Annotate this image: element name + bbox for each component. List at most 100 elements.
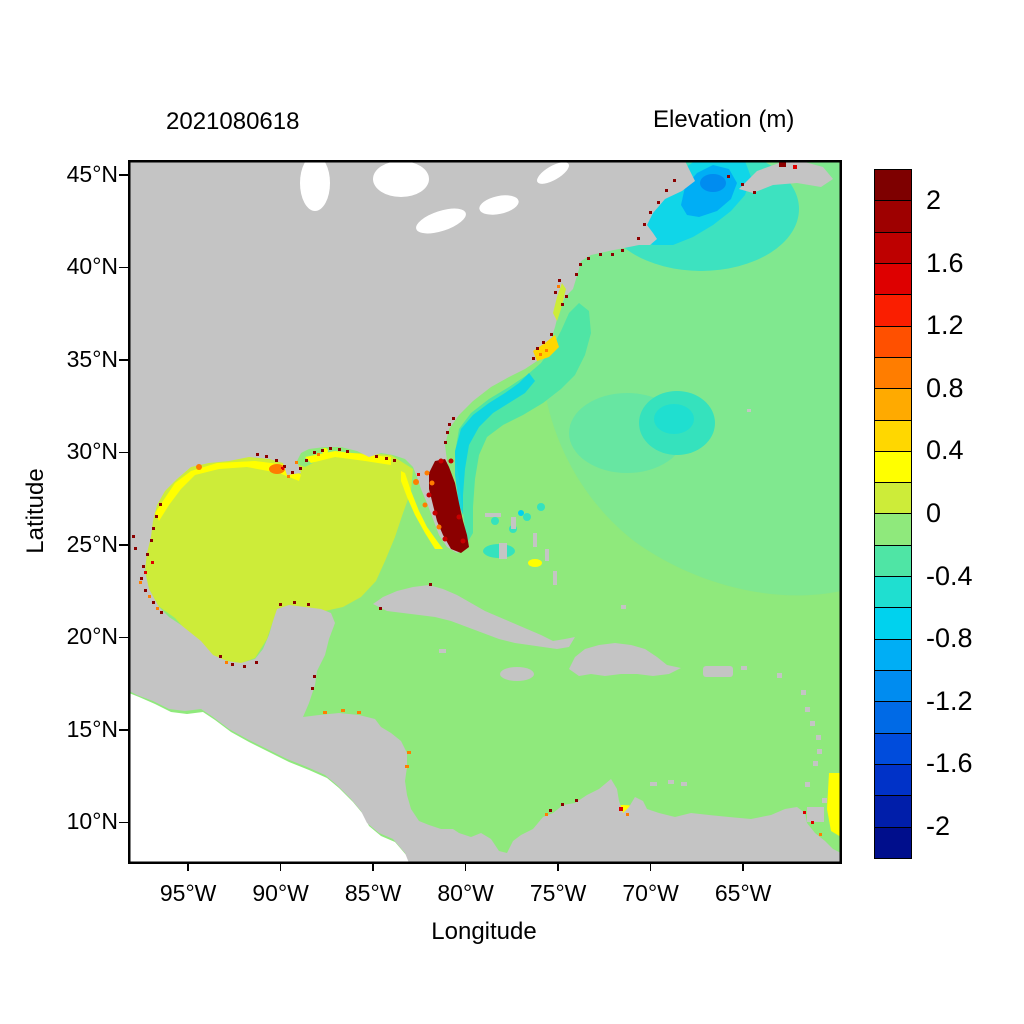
colorbar-cell bbox=[875, 577, 911, 609]
colorbar-cell bbox=[875, 702, 911, 734]
y-tick-label: 30°N bbox=[66, 438, 118, 465]
x-tick-mark bbox=[187, 862, 189, 871]
x-tick-mark bbox=[279, 862, 282, 871]
colorbar-tick-label: 0.8 bbox=[926, 372, 964, 403]
y-tick-label: 20°N bbox=[66, 623, 118, 650]
colorbar-cell bbox=[875, 483, 911, 515]
map-svg bbox=[129, 161, 841, 863]
x-tick-mark bbox=[742, 862, 744, 871]
colorbar-cell bbox=[875, 263, 911, 296]
x-tick-mark bbox=[464, 862, 467, 871]
x-axis-label: Longitude bbox=[431, 918, 537, 945]
colorbar-cell bbox=[875, 232, 911, 264]
coastal-high-water-speckles-orange bbox=[139, 285, 822, 836]
colorbar-tick-label: -1.2 bbox=[926, 685, 973, 716]
x-tick-label: 75°W bbox=[529, 880, 587, 906]
x-tick-label: 80°W bbox=[437, 880, 494, 906]
colorbar-tick-label: 1.2 bbox=[926, 310, 964, 341]
colorbar-cell bbox=[875, 608, 911, 640]
colorbar-cell bbox=[875, 545, 911, 578]
x-tick-label: 95°W bbox=[159, 880, 217, 906]
colorbar-cell bbox=[875, 764, 911, 797]
map-plot bbox=[128, 160, 842, 864]
y-tick-mark bbox=[119, 821, 128, 824]
colorbar-cell bbox=[875, 326, 911, 358]
y-tick-label: 15°N bbox=[66, 715, 118, 742]
land-north-central-south-america bbox=[129, 161, 841, 863]
x-tick-mark bbox=[649, 862, 652, 871]
hispaniola-island bbox=[569, 643, 681, 676]
colorbar-tick-label: -0.4 bbox=[926, 560, 973, 591]
puerto-rico-island bbox=[703, 666, 733, 677]
x-tick-label: 85°W bbox=[344, 880, 402, 906]
gulf-of-maine-deep-core bbox=[700, 174, 726, 192]
y-tick-mark bbox=[119, 174, 128, 176]
x-tick-mark bbox=[557, 862, 559, 871]
date-label: 2021080618 bbox=[166, 108, 300, 135]
colorbar-cell bbox=[875, 827, 911, 858]
plot-border bbox=[129, 161, 841, 863]
midatlantic-eddy-core bbox=[654, 404, 694, 434]
y-tick-mark bbox=[119, 544, 128, 546]
lake-huron bbox=[373, 161, 429, 197]
colorbar-cell bbox=[875, 389, 911, 421]
colorbar-tick-label: 0 bbox=[926, 498, 942, 528]
south-florida-fringe bbox=[424, 458, 466, 544]
jamaica-island bbox=[500, 667, 534, 681]
caribbean-islands bbox=[373, 409, 827, 822]
lake-michigan bbox=[300, 161, 330, 211]
colorbar-cell bbox=[875, 295, 911, 327]
colorbar bbox=[874, 169, 912, 859]
cuba-island bbox=[373, 585, 575, 649]
y-tick-mark bbox=[119, 451, 128, 454]
atlantic-mint-region bbox=[542, 161, 841, 596]
y-tick-mark bbox=[119, 636, 128, 639]
y-tick-label: 25°N bbox=[66, 530, 118, 557]
colorbar-cell bbox=[875, 671, 911, 703]
colorbar-cell bbox=[875, 357, 911, 390]
y-tick-label: 40°N bbox=[66, 253, 118, 280]
y-tick-label: 10°N bbox=[66, 808, 118, 835]
colorbar-cell bbox=[875, 201, 911, 233]
colorbar-tick-label: 2 bbox=[926, 185, 942, 216]
lake-erie bbox=[416, 208, 466, 234]
bermuda-island bbox=[747, 409, 751, 412]
y-tick-mark bbox=[119, 729, 128, 731]
colorbar-tick-label: -2 bbox=[926, 810, 951, 841]
trinidad-island bbox=[807, 807, 824, 822]
y-tick-label: 35°N bbox=[66, 345, 118, 372]
coastal-high-water-speckles-red bbox=[144, 165, 814, 824]
colorbar-cell bbox=[875, 514, 911, 546]
x-tick-label: 90°W bbox=[252, 880, 309, 906]
southeast-coast-setdown-band bbox=[455, 303, 591, 543]
y-tick-label: 45°N bbox=[66, 160, 118, 187]
south-florida-surge-blob bbox=[429, 459, 469, 553]
colorbar-tick-label: -0.8 bbox=[926, 623, 973, 654]
lake-ontario bbox=[479, 195, 519, 215]
st-lawrence-river bbox=[537, 162, 569, 184]
southeast-coast-cyan-core bbox=[455, 373, 535, 515]
gulf-of-mexico-high-water bbox=[145, 453, 413, 664]
pacific-out-of-domain bbox=[129, 693, 411, 863]
y-tick-mark bbox=[119, 359, 128, 361]
colorbar-tick-label: -1.6 bbox=[926, 748, 973, 779]
colorbar-cell bbox=[875, 733, 911, 765]
coastal-high-water-speckles-darkred bbox=[132, 161, 786, 812]
chesapeake-bay-high-water bbox=[553, 283, 566, 321]
nova-scotia-land bbox=[739, 161, 833, 193]
colorbar-cell bbox=[875, 420, 911, 452]
charlotte-harbor-dot bbox=[422, 502, 428, 508]
colorbar-cell bbox=[875, 639, 911, 671]
x-tick-label: 65°W bbox=[714, 880, 772, 906]
x-tick-mark bbox=[372, 862, 374, 871]
colorbar-tick-label: 1.6 bbox=[926, 247, 964, 278]
colorbar-cell bbox=[875, 170, 911, 202]
tampa-bay-dot bbox=[413, 479, 419, 485]
great-lakes bbox=[300, 161, 569, 234]
colorbar-cell bbox=[875, 796, 911, 828]
plot-title: Elevation (m) bbox=[653, 106, 795, 133]
y-tick-mark bbox=[119, 266, 128, 269]
colorbar-tick-label: 0.4 bbox=[926, 435, 964, 466]
x-tick-label: 70°W bbox=[622, 880, 679, 906]
